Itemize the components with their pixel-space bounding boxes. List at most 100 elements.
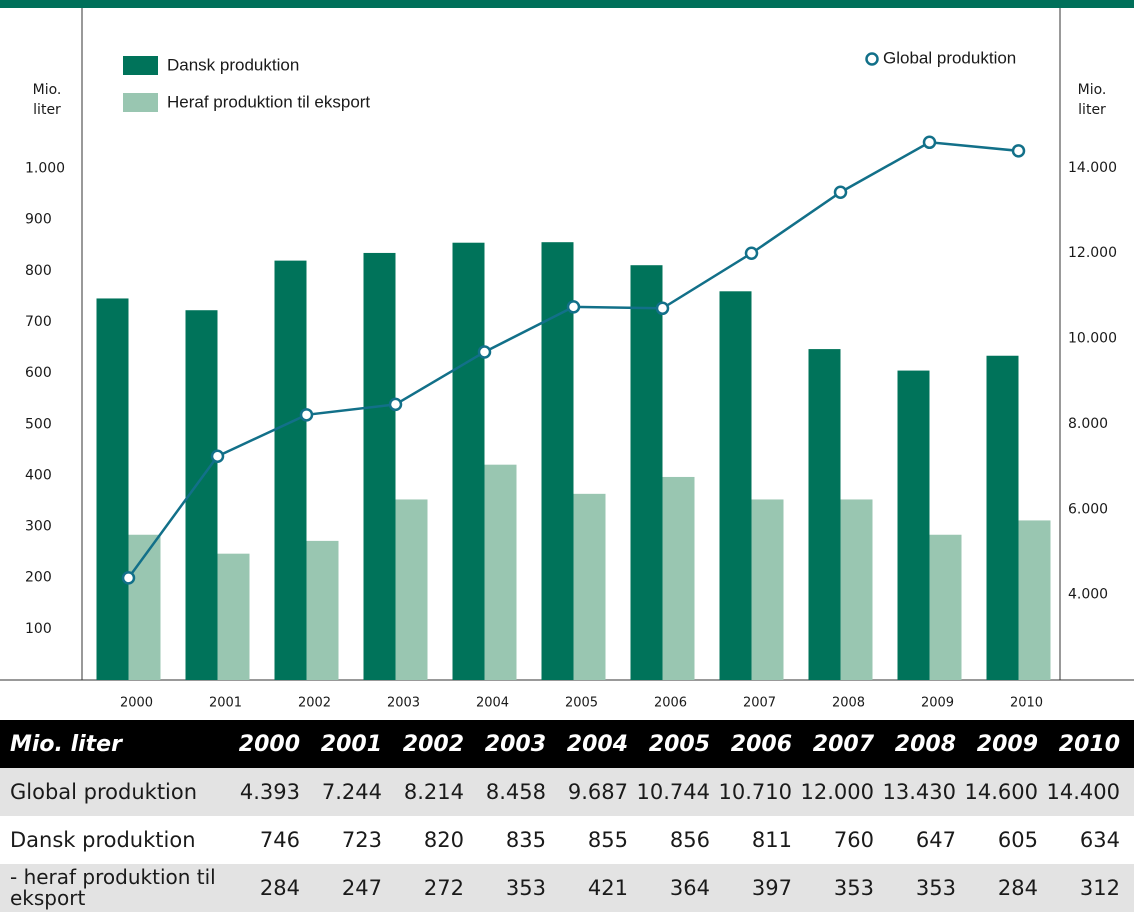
table-cell: 811 — [751, 828, 792, 852]
x-tick-label: 2003 — [387, 696, 420, 711]
chart: Dansk produktion Heraf produktion til ek… — [0, 0, 1134, 711]
line-marker — [922, 135, 937, 150]
y-tick-label: 10.000 — [1068, 331, 1117, 347]
table-cell: 723 — [341, 828, 382, 852]
table-cell: 421 — [587, 876, 628, 900]
bar — [363, 252, 396, 680]
line-marker — [299, 408, 314, 422]
y-tick-label: 300 — [25, 519, 52, 535]
table-cell: 13.430 — [882, 780, 956, 804]
bar — [929, 534, 962, 680]
table-row: Dansk produktion 746 723 820 835 855 856 811 760… — [0, 816, 1134, 864]
table-cell: 353 — [915, 876, 956, 900]
y-tick-label: 14.000 — [1068, 160, 1117, 176]
table-cell: 760 — [833, 828, 874, 852]
bar — [719, 291, 752, 680]
table-cell: 2004 — [566, 731, 628, 757]
x-tick-label: 2009 — [921, 696, 954, 711]
table-cell: 820 — [423, 828, 464, 852]
table-cell: 14.400 — [1046, 780, 1120, 804]
bar — [128, 534, 161, 680]
legend-swatch — [123, 56, 158, 75]
table-cell: 835 — [505, 828, 546, 852]
row-label: - heraf produktion til eksport — [10, 865, 216, 910]
table-cell: 2006 — [730, 731, 792, 757]
table-cell: 9.687 — [567, 780, 628, 804]
x-tick-label: 2008 — [832, 696, 865, 711]
bar — [274, 260, 307, 680]
table-cell: 856 — [669, 828, 710, 852]
y-tick-label: 100 — [25, 621, 52, 637]
bar — [185, 310, 218, 680]
table-cell: 353 — [833, 876, 874, 900]
table-cell: 855 — [587, 828, 628, 852]
legend-swatch — [123, 93, 158, 112]
bar — [484, 464, 517, 680]
table-cell: 14.600 — [964, 780, 1038, 804]
table-cell: 12.000 — [800, 780, 874, 804]
table-cell: 4.393 — [239, 780, 300, 804]
legend-label: Heraf produktion til eksport — [167, 92, 370, 111]
table-cell: 284 — [997, 876, 1038, 900]
table-row: Mio. liter 2000 2001 2002 2003 2004 2005 2006 20… — [0, 720, 1134, 768]
bar — [573, 493, 606, 680]
table-row: - heraf produktion til eksport 284 247 272 3… — [0, 864, 1134, 912]
line-marker — [566, 300, 581, 314]
y-tick-label: 700 — [25, 314, 52, 330]
line-marker — [655, 301, 670, 316]
legend-label: Global produktion — [883, 48, 1016, 67]
y-tick-label: 6.000 — [1068, 501, 1108, 517]
table-cell: 647 — [915, 828, 956, 852]
bar — [395, 499, 428, 680]
table-cell: 634 — [1079, 828, 1120, 852]
table-cell: 353 — [505, 876, 546, 900]
table-cell: 2010 — [1058, 731, 1120, 757]
table-cell: 2000 — [238, 731, 300, 757]
table-cell: 2003 — [484, 731, 546, 757]
row-label: Global produktion — [10, 779, 198, 804]
bar — [986, 355, 1019, 680]
table-cell: 312 — [1079, 876, 1120, 900]
x-tick-label: 2007 — [743, 696, 776, 711]
table-cell: 364 — [669, 876, 710, 900]
bar — [808, 349, 841, 680]
table-cell: 8.458 — [485, 780, 546, 804]
table-cell: 746 — [259, 828, 300, 852]
bar — [840, 499, 873, 680]
line-marker — [388, 397, 403, 412]
y2-axis-label: Mio. liter — [1077, 82, 1107, 118]
bar — [96, 298, 129, 680]
x-tick-label: 2004 — [476, 696, 509, 711]
table-cell: 8.214 — [403, 780, 464, 804]
table-cell: 247 — [341, 876, 382, 900]
y-tick-label: 200 — [25, 570, 52, 586]
table-cell: 10.710 — [718, 780, 792, 804]
x-tick-label: 2010 — [1010, 696, 1043, 711]
legend-label: Dansk produktion — [167, 55, 299, 74]
table-cell: 284 — [259, 876, 300, 900]
line-marker — [210, 449, 225, 463]
legend-marker — [865, 52, 879, 66]
x-tick-label: 2005 — [565, 696, 598, 711]
bar — [662, 476, 695, 680]
y-tick-label: 600 — [25, 365, 52, 381]
x-tick-label: 2000 — [120, 696, 153, 711]
table-cell: 2001 — [320, 731, 382, 757]
y-tick-label: 900 — [25, 212, 52, 228]
table-row: Global produktion 4.393 7.244 8.214 8.458 9.6… — [0, 768, 1134, 816]
y-tick-label: 800 — [25, 263, 52, 279]
line-marker — [744, 246, 759, 260]
y-tick-label: 8.000 — [1068, 416, 1108, 432]
table-cell: 2002 — [402, 731, 464, 757]
line-marker — [833, 185, 848, 199]
line-marker — [121, 571, 136, 585]
bar — [306, 540, 339, 680]
table-cell: 272 — [423, 876, 464, 900]
bar — [452, 242, 485, 680]
row-label: Mio. liter — [10, 731, 122, 757]
table-cell: 2007 — [812, 731, 874, 757]
table-cell: 2005 — [648, 731, 710, 757]
x-tick-label: 2006 — [654, 696, 687, 711]
y-tick-label: 400 — [25, 467, 52, 483]
